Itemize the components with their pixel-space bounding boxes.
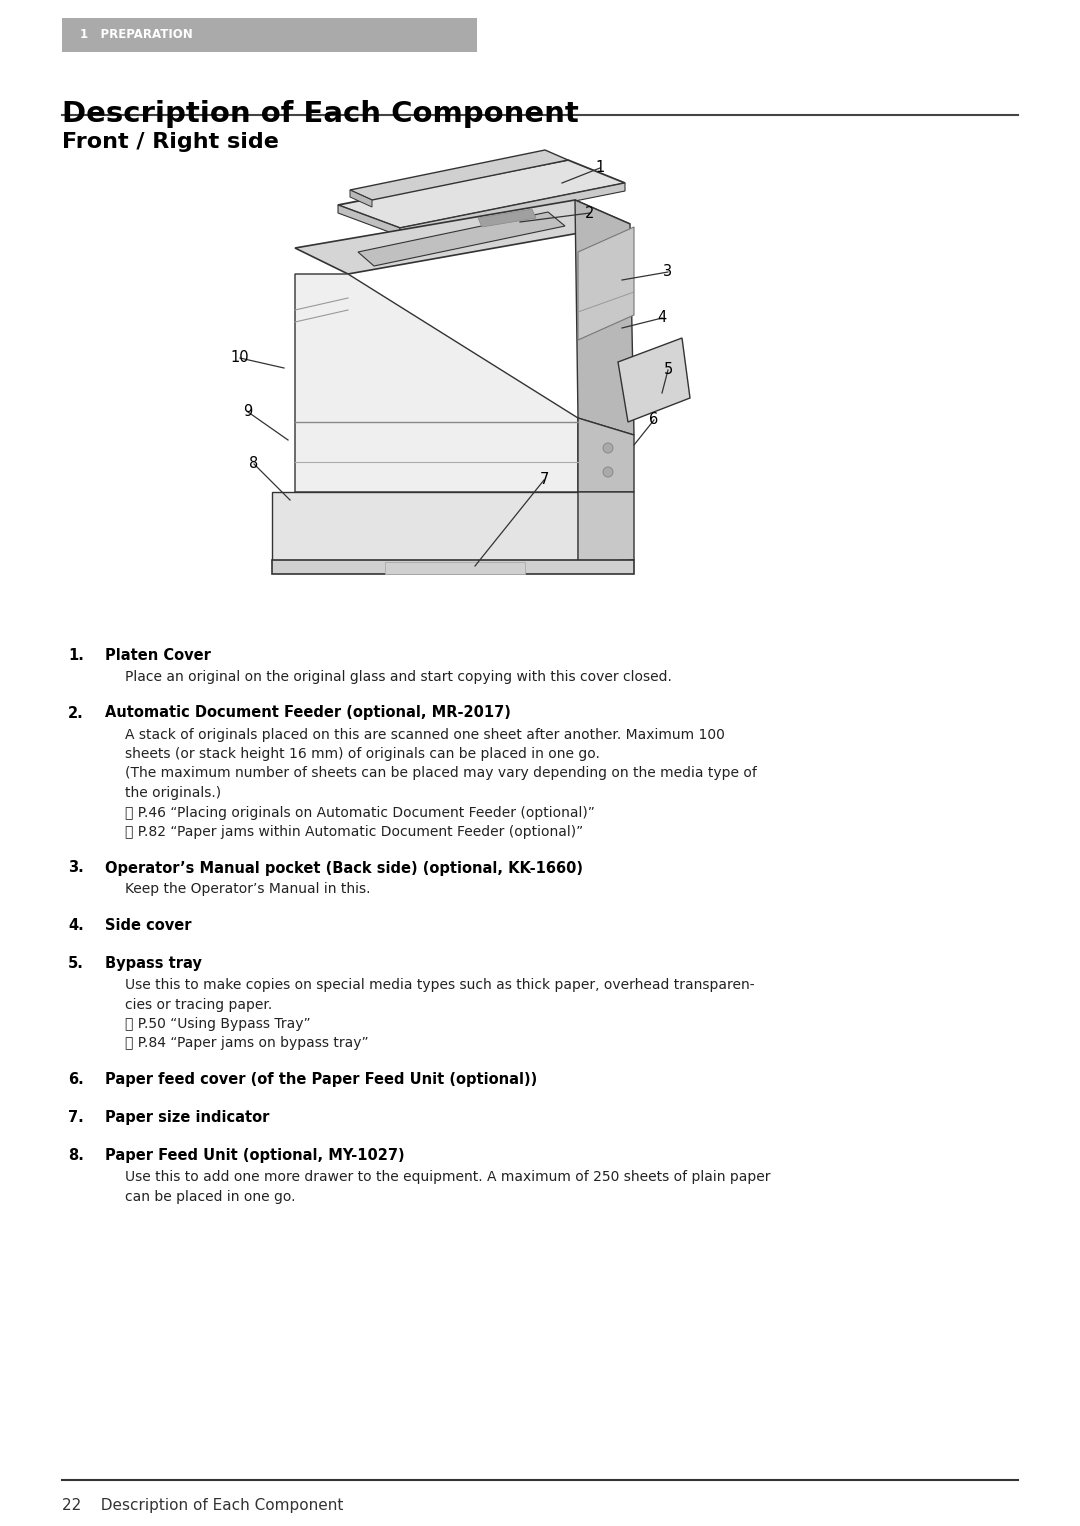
Circle shape [603, 443, 613, 453]
Polygon shape [575, 200, 634, 435]
Text: 5: 5 [663, 363, 673, 377]
Polygon shape [357, 212, 565, 266]
Text: 5.: 5. [68, 955, 84, 971]
Polygon shape [578, 491, 634, 562]
Text: 1: 1 [595, 160, 605, 175]
Text: Paper size indicator: Paper size indicator [105, 1109, 269, 1125]
Text: the originals.): the originals.) [125, 786, 221, 800]
Text: ⎙ P.46 “Placing originals on Automatic Document Feeder (optional)”: ⎙ P.46 “Placing originals on Automatic D… [125, 806, 595, 819]
Text: 1.: 1. [68, 649, 84, 662]
Text: sheets (or stack height 16 mm) of originals can be placed in one go.: sheets (or stack height 16 mm) of origin… [125, 748, 599, 761]
Text: 10: 10 [231, 351, 249, 366]
Polygon shape [295, 275, 578, 491]
Polygon shape [478, 209, 536, 227]
Text: cies or tracing paper.: cies or tracing paper. [125, 998, 272, 1012]
Text: 7.: 7. [68, 1109, 84, 1125]
Bar [62, 18, 477, 52]
Polygon shape [578, 418, 634, 491]
Text: (The maximum number of sheets can be placed may vary depending on the media type: (The maximum number of sheets can be pla… [125, 766, 757, 780]
Text: 4: 4 [658, 310, 666, 325]
Text: can be placed in one go.: can be placed in one go. [125, 1189, 296, 1204]
Polygon shape [578, 227, 634, 340]
Polygon shape [338, 160, 625, 227]
Polygon shape [618, 337, 690, 423]
Text: Keep the Operator’s Manual in this.: Keep the Operator’s Manual in this. [125, 882, 370, 896]
Text: 2.: 2. [68, 705, 84, 720]
Text: ⎙ P.82 “Paper jams within Automatic Document Feeder (optional)”: ⎙ P.82 “Paper jams within Automatic Docu… [125, 826, 583, 839]
Polygon shape [350, 191, 372, 208]
Text: A stack of originals placed on this are scanned one sheet after another. Maximum: A stack of originals placed on this are … [125, 728, 725, 742]
Text: 2: 2 [585, 206, 595, 220]
Text: Paper feed cover (of the Paper Feed Unit (optional)): Paper feed cover (of the Paper Feed Unit… [105, 1071, 537, 1087]
Text: 8: 8 [249, 456, 258, 472]
Text: 3: 3 [663, 264, 673, 279]
Polygon shape [400, 183, 625, 237]
Text: ⎙ P.50 “Using Bypass Tray”: ⎙ P.50 “Using Bypass Tray” [125, 1016, 311, 1032]
Text: Description of Each Component: Description of Each Component [62, 101, 579, 128]
Text: 4.: 4. [68, 919, 84, 932]
Polygon shape [272, 560, 634, 574]
Polygon shape [295, 200, 630, 275]
Text: Platen Cover: Platen Cover [105, 649, 211, 662]
Text: 6: 6 [649, 412, 659, 427]
Text: 7: 7 [539, 473, 549, 487]
Text: Operator’s Manual pocket (Back side) (optional, KK-1660): Operator’s Manual pocket (Back side) (op… [105, 861, 583, 876]
Text: 9: 9 [243, 404, 253, 420]
Text: 3.: 3. [68, 861, 84, 876]
Text: Side cover: Side cover [105, 919, 191, 932]
Text: 22    Description of Each Component: 22 Description of Each Component [62, 1499, 343, 1512]
Text: 1   PREPARATION: 1 PREPARATION [80, 29, 192, 41]
Polygon shape [272, 491, 578, 562]
Circle shape [603, 467, 613, 478]
Text: Paper Feed Unit (optional, MY-1027): Paper Feed Unit (optional, MY-1027) [105, 1148, 405, 1163]
Polygon shape [338, 204, 400, 237]
Text: Use this to make copies on special media types such as thick paper, overhead tra: Use this to make copies on special media… [125, 978, 755, 992]
Polygon shape [384, 562, 525, 574]
Text: Bypass tray: Bypass tray [105, 955, 202, 971]
Polygon shape [350, 150, 568, 200]
Text: Use this to add one more drawer to the equipment. A maximum of 250 sheets of pla: Use this to add one more drawer to the e… [125, 1170, 770, 1184]
Text: ⎙ P.84 “Paper jams on bypass tray”: ⎙ P.84 “Paper jams on bypass tray” [125, 1036, 368, 1050]
Text: Automatic Document Feeder (optional, MR-2017): Automatic Document Feeder (optional, MR-… [105, 705, 511, 720]
Text: Front / Right side: Front / Right side [62, 133, 279, 153]
Text: 8.: 8. [68, 1148, 84, 1163]
Text: Place an original on the original glass and start copying with this cover closed: Place an original on the original glass … [125, 670, 672, 684]
Text: 6.: 6. [68, 1071, 84, 1087]
